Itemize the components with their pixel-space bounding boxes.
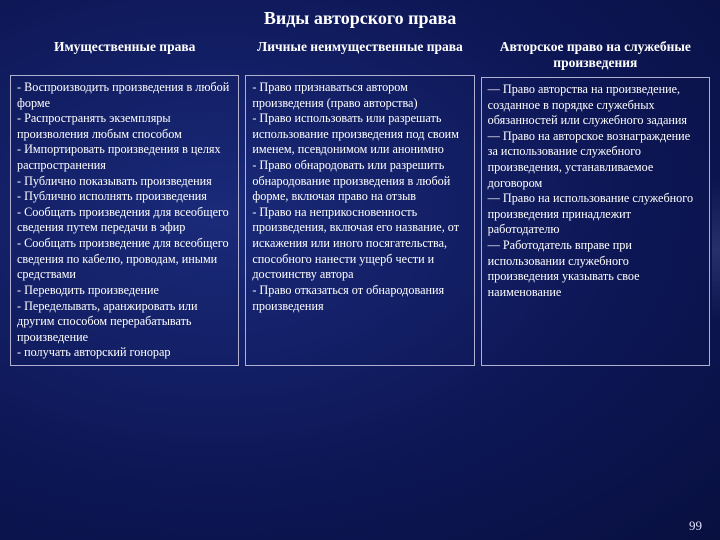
column-3-header: Авторское право на служебные произведени… — [481, 39, 710, 77]
column-3: Авторское право на служебные произведени… — [481, 39, 710, 366]
column-1-header: Имущественные права — [10, 39, 239, 75]
slide-title: Виды авторского права — [0, 0, 720, 39]
column-2: Личные неимущественные права - Право при… — [245, 39, 474, 366]
column-1: Имущественные права - Воспроизводить про… — [10, 39, 239, 366]
column-1-body: - Воспроизводить произведения в любой фо… — [10, 75, 239, 366]
column-2-body: - Право признаваться автором произведени… — [245, 75, 474, 366]
column-3-body: — Право авторства на произведение, созда… — [481, 77, 710, 366]
page-number: 99 — [689, 518, 702, 534]
columns-container: Имущественные права - Воспроизводить про… — [0, 39, 720, 366]
side-accent — [712, 180, 720, 320]
column-2-header: Личные неимущественные права — [245, 39, 474, 75]
